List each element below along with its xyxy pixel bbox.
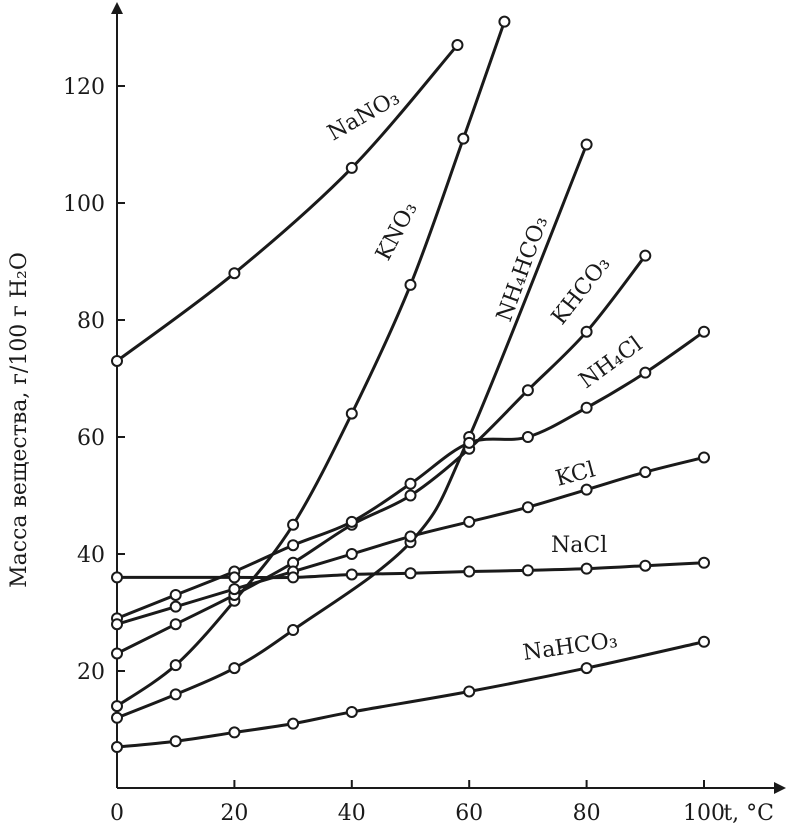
series-7-point [345,705,358,718]
x-tick-label: 0 [110,801,124,826]
series-7-line [115,640,706,749]
y-tick-label: 80 [77,309,105,334]
series-7-point [169,735,182,748]
x-tick-label: 100 [683,801,725,826]
series-0-label: NaNO₃ [324,85,404,146]
points-layer [111,15,710,754]
y-axis-label: Масса вещества, г/100 г H₂O [7,252,32,588]
series-1-point [457,132,470,145]
series-5-point [345,548,358,560]
series-1-point [498,15,511,28]
series-2-point [580,138,593,151]
series-7-point [287,717,300,730]
y-tick-label: 60 [77,426,105,451]
series-7-point [698,635,710,648]
x-tick-label: 60 [455,801,483,826]
series-0-point [345,161,358,174]
series-5-point [521,501,534,514]
series-6-point [580,562,593,575]
series-6-point [521,564,534,577]
series-6-point [111,571,123,584]
series-1-point [287,518,300,531]
series-3-point [404,489,417,502]
series-4-point [404,477,417,490]
series-6-label: NaCl [551,533,607,558]
x-tick-label: 80 [573,801,601,826]
series-5-point [580,483,593,496]
series-5-point [698,451,710,464]
series-1-point [345,407,358,420]
series-2-point [228,662,241,675]
series-4-point [521,431,534,443]
series-3-line [115,254,647,655]
series-0-line [115,43,459,363]
series-3-point [521,384,534,397]
series-7-label: NaHCO₃ [521,628,619,666]
series-6-line [115,561,706,580]
series-0-point [111,354,123,367]
series-2-point [287,624,300,637]
series-6-point [463,565,476,578]
y-tick-label: 20 [77,660,105,685]
series-4-point [639,366,652,379]
series-3-point [169,618,182,631]
y-tick-label: 40 [77,543,105,568]
series-4-label: NH₄Cl [575,332,647,394]
x-axis-label: t, °C [723,801,774,826]
series-3-label: KHCO₃ [547,252,616,330]
series-6-point [345,568,358,581]
series-5-point [463,515,476,528]
series-7-point [580,662,593,675]
series-6-point [639,559,652,572]
series-4-point [287,539,300,552]
x-tick-label: 20 [220,801,248,826]
series-6-point [287,571,300,584]
axes: 0 20 40 60 80 100 20 40 60 80 100 120 t, °C [63,2,786,826]
series-1-point [169,659,182,672]
series-7-point [228,726,241,739]
series-5-point [228,583,241,596]
series-4-point [345,515,358,528]
series-6-point [404,567,417,580]
x-tick-label: 40 [338,801,366,826]
series-6-point [698,556,710,569]
series-7-point [463,685,476,698]
series-7-point [111,741,123,754]
series-2-point [169,688,182,701]
series-5-point [639,466,652,479]
series-1-label: KNO₃ [371,198,422,265]
y-tick-label: 100 [63,192,105,217]
series-6-point [228,571,241,584]
series-2-point [111,711,123,724]
series-5-point [169,600,182,613]
series-5-point [111,618,123,631]
series-2-line [115,143,589,720]
series-4-point [169,588,182,601]
series-3-point [580,325,593,338]
series-0-point [228,267,241,280]
series-1-point [111,700,123,713]
y-tick-label: 120 [63,75,105,100]
series-4-point [698,325,710,338]
series-0-point [451,39,464,52]
series-1-point [404,278,417,291]
series-3-point [639,249,652,262]
series-4-point [580,401,593,414]
series-3-point [111,647,123,660]
series-5-point [404,530,417,543]
series-4-point [463,436,476,449]
